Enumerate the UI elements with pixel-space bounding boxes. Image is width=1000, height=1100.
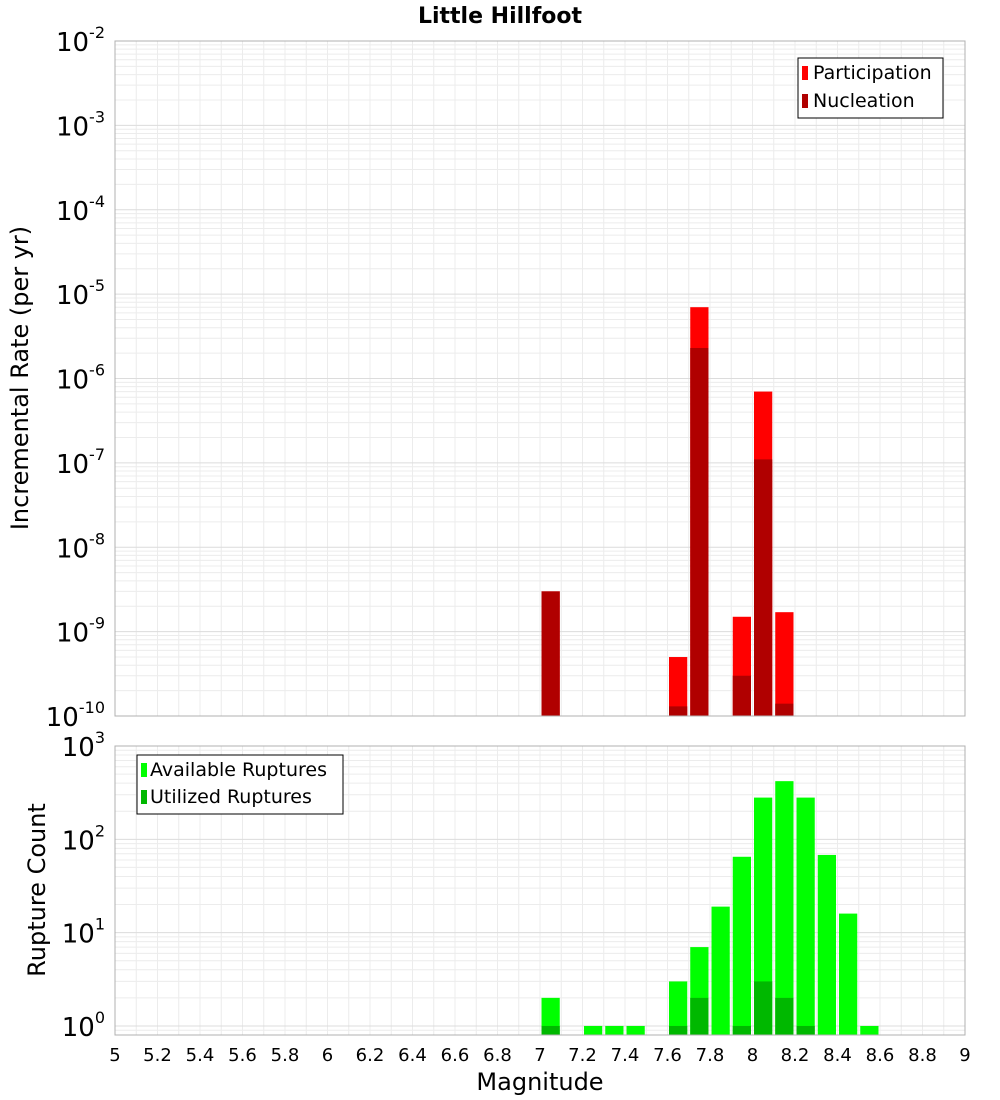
bottom-y-ticks: 100 101 102 103 [62, 728, 105, 1043]
top-y-tick-label: 10-7 [56, 445, 105, 480]
bar-available-ruptures [775, 781, 794, 1035]
bottom-y-axis-title: Rupture Count [23, 803, 51, 977]
top-panel: 10-10 10-9 10-8 10-7 10-6 10-5 10-4 10-3 10-2 In… [6, 23, 966, 733]
x-tick-label: 8.6 [866, 1045, 895, 1066]
x-tick-label: 5 [109, 1045, 120, 1066]
x-tick-label: 7.2 [568, 1045, 597, 1066]
legend-swatch-participation [802, 66, 808, 80]
bottom-y-tick-label: 103 [62, 728, 105, 763]
top-y-tick-label: 10-3 [56, 107, 105, 142]
bar-nucleation [732, 675, 751, 716]
bottom-y-tick-label: 100 [62, 1008, 105, 1043]
bar-utilized-ruptures [796, 1025, 815, 1035]
bar-utilized-ruptures [690, 997, 709, 1035]
x-axis-title: Magnitude [476, 1068, 603, 1096]
top-y-tick-label: 10-5 [56, 276, 105, 311]
x-tick-label: 5.2 [143, 1045, 172, 1066]
legend-label-participation: Participation [813, 62, 932, 84]
top-y-tick-label: 10-8 [56, 529, 105, 564]
x-tick-label: 8.4 [823, 1045, 852, 1066]
bar-available-ruptures [711, 906, 730, 1035]
x-tick-label: 7.8 [696, 1045, 725, 1066]
top-bars [541, 307, 794, 716]
x-tick-label: 5.4 [186, 1045, 215, 1066]
top-legend: Participation Nucleation [797, 57, 944, 119]
bottom-panel: 100 101 102 103 Rupture Count Available Rup… [23, 728, 966, 1043]
top-legend-box [797, 57, 944, 119]
chart-title: Little Hillfoot [418, 4, 583, 29]
x-tick-label: 8.2 [781, 1045, 810, 1066]
x-tick-label: 7 [534, 1045, 545, 1066]
top-y-tick-label: 10-6 [56, 361, 105, 396]
x-tick-label: 7.4 [611, 1045, 640, 1066]
x-tick-label: 8 [747, 1045, 758, 1066]
top-grid [114, 40, 966, 717]
top-y-ticks: 10-10 10-9 10-8 10-7 10-6 10-5 10-4 10-3 10-2 [46, 23, 105, 733]
bar-available-ruptures [541, 997, 560, 1035]
x-tick-label: 6.2 [356, 1045, 385, 1066]
x-tick-label: 5.8 [271, 1045, 300, 1066]
top-y-axis-title: Incremental Rate (per yr) [6, 226, 34, 530]
legend-label-utilized-ruptures: Utilized Ruptures [150, 786, 312, 808]
bar-nucleation [775, 703, 794, 716]
top-y-tick-label: 10-10 [46, 698, 105, 733]
x-ticks: 5 5.2 5.4 5.6 5.8 6 6.2 6.4 6.6 6.8 7 7.2 7.4 7.6 7.8 8… [109, 1045, 970, 1066]
top-y-tick-label: 10-2 [56, 23, 105, 58]
bottom-y-tick-label: 101 [62, 915, 105, 950]
bar-available-ruptures [584, 1025, 603, 1035]
bar-nucleation [669, 706, 688, 716]
bar-participation [775, 612, 794, 716]
top-y-tick-label: 10-9 [56, 614, 105, 649]
bar-utilized-ruptures [732, 1025, 751, 1035]
bar-available-ruptures [839, 913, 858, 1035]
legend-swatch-available-ruptures [141, 763, 147, 777]
bar-utilized-ruptures [775, 997, 794, 1035]
x-tick-label: 6 [322, 1045, 333, 1066]
legend-label-nucleation: Nucleation [813, 90, 915, 112]
legend-label-available-ruptures: Available Ruptures [150, 759, 327, 781]
x-tick-label: 6.8 [483, 1045, 512, 1066]
bar-nucleation [541, 591, 560, 716]
bar-available-ruptures [732, 856, 751, 1035]
bar-available-ruptures [817, 854, 836, 1035]
x-tick-label: 8.8 [908, 1045, 937, 1066]
top-plot-border [114, 40, 966, 717]
bottom-legend: Available Ruptures Utilized Ruptures [136, 754, 344, 815]
bottom-legend-box [136, 754, 344, 815]
bottom-bars [541, 781, 879, 1035]
x-tick-label: 6.6 [441, 1045, 470, 1066]
bar-available-ruptures [754, 797, 773, 1035]
bar-available-ruptures [605, 1025, 624, 1035]
bar-available-ruptures [796, 797, 815, 1035]
x-tick-label: 7.6 [653, 1045, 682, 1066]
bar-available-ruptures [669, 981, 688, 1035]
x-tick-label: 6.4 [398, 1045, 427, 1066]
legend-swatch-nucleation [802, 94, 808, 108]
x-tick-label: 9 [959, 1045, 970, 1066]
bar-participation [669, 657, 688, 716]
top-y-tick-label: 10-4 [56, 192, 105, 227]
bar-available-ruptures [860, 1025, 879, 1035]
legend-swatch-utilized-ruptures [141, 790, 147, 804]
bar-utilized-ruptures [541, 1025, 560, 1035]
bar-utilized-ruptures [669, 1025, 688, 1035]
bar-available-ruptures [626, 1025, 645, 1035]
x-tick-label: 5.6 [228, 1045, 257, 1066]
bottom-plot-border [114, 745, 966, 1036]
bar-utilized-ruptures [754, 981, 773, 1035]
bar-nucleation [754, 459, 773, 716]
bar-nucleation [690, 347, 709, 716]
bottom-y-tick-label: 102 [62, 821, 105, 856]
